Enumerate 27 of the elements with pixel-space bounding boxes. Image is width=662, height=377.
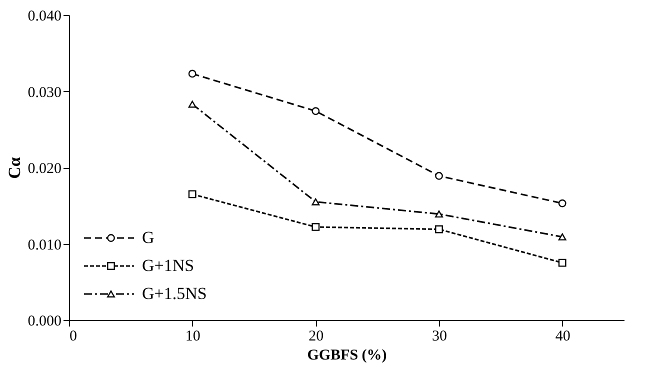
legend-label: G+1.5NS <box>142 284 207 303</box>
y-axis-title: Cα <box>4 156 24 179</box>
point <box>188 100 196 108</box>
y-tick-label: 0.020 <box>28 161 62 177</box>
point <box>312 107 320 116</box>
y-tick-label: 0.030 <box>28 84 62 101</box>
x-tick-label: 0 <box>70 328 77 344</box>
x-axis-title: GGBFS (%) <box>307 348 387 364</box>
x-tick-label: 20 <box>308 328 324 344</box>
point <box>435 210 443 218</box>
point <box>558 199 566 208</box>
x-tick-label: 10 <box>185 328 200 344</box>
y-tick-label: 0.000 <box>28 314 62 330</box>
y-tick-label: 0.040 <box>28 8 62 24</box>
point <box>312 198 320 206</box>
point <box>435 172 443 180</box>
point <box>558 258 566 267</box>
x-tick-label: 40 <box>555 328 570 344</box>
point <box>558 233 566 240</box>
legend-label: G+1NS <box>142 256 194 275</box>
point <box>188 190 196 198</box>
y-tick-label: 0.010 <box>28 237 62 254</box>
point <box>312 223 320 231</box>
legend-label: G <box>142 228 154 247</box>
x-tick-label: 30 <box>432 328 447 344</box>
point <box>435 225 443 234</box>
point <box>188 70 196 78</box>
